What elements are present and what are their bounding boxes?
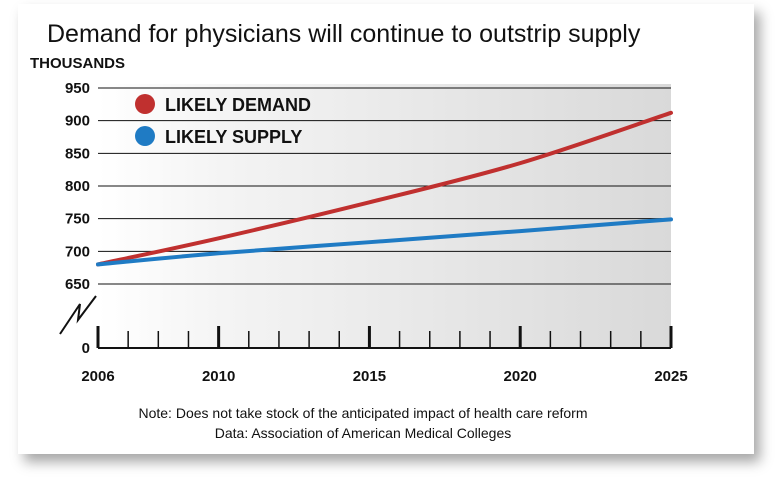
series-line-demand	[96, 110, 673, 267]
series-lines	[96, 110, 673, 267]
y-axis-unit-label: THOUSANDS	[30, 55, 125, 72]
legend: LIKELY DEMAND LIKELY SUPPLY	[135, 94, 311, 147]
legend-marker	[135, 126, 155, 146]
chart-source: Data: Association of American Medical Co…	[215, 425, 511, 441]
chart-title: Demand for physicians will continue to o…	[47, 20, 641, 48]
x-axis-ticks	[96, 326, 673, 348]
legend-marker	[135, 94, 155, 114]
y-tick-label: 650	[65, 276, 90, 293]
chart-card: Demand for physicians will continue to o…	[18, 4, 754, 454]
x-tick-label: 2006	[81, 368, 114, 385]
legend-label: LIKELY DEMAND	[165, 95, 311, 115]
y-tick-label: 900	[65, 113, 90, 130]
y-tick-label: 750	[65, 211, 90, 228]
plot-background	[98, 84, 671, 348]
y-tick-label: 0	[82, 340, 90, 357]
x-axis-labels: 2006 2010 2015 2020 2025	[81, 368, 687, 385]
axis-break-symbol	[59, 295, 97, 335]
y-axis-ticks: 950 900 850 800 750 700 650 0	[65, 80, 90, 357]
y-tick-label: 700	[65, 243, 90, 260]
x-tick-label: 2010	[202, 368, 235, 385]
gridlines	[98, 87, 671, 285]
y-tick-label: 850	[65, 145, 90, 162]
y-tick-label: 950	[65, 80, 90, 97]
x-tick-label: 2025	[654, 368, 687, 385]
series-line-supply	[96, 217, 673, 267]
chart-note: Note: Does not take stock of the anticip…	[138, 405, 587, 421]
x-tick-label: 2020	[504, 368, 537, 385]
legend-label: LIKELY SUPPLY	[165, 127, 302, 147]
y-tick-label: 800	[65, 178, 90, 195]
x-tick-label: 2015	[353, 368, 386, 385]
chart: Demand for physicians will continue to o…	[30, 20, 688, 441]
